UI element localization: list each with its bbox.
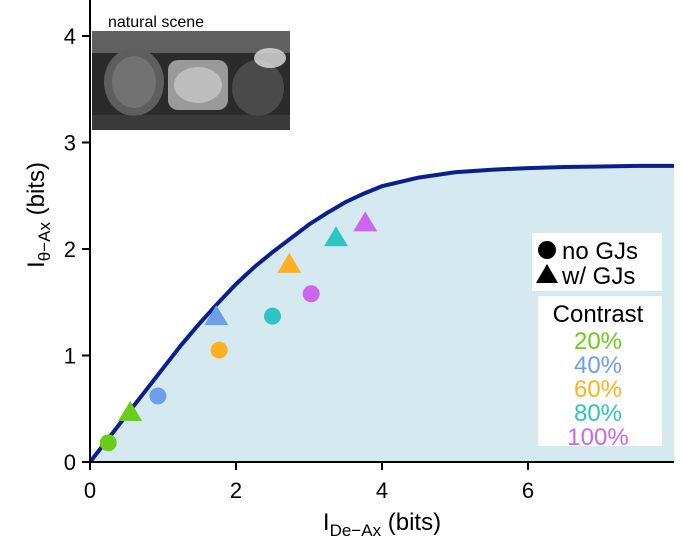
legend-no-gj-label: no GJs xyxy=(562,238,638,265)
contrast-legend-title: Contrast xyxy=(553,301,644,328)
contrast-legend-item: 60% xyxy=(574,376,622,403)
bound-region-fill xyxy=(90,165,674,462)
x-tick-label: 0 xyxy=(84,478,96,503)
y-tick-label: 2 xyxy=(64,237,76,262)
y-tick-label: 1 xyxy=(64,344,76,369)
inset-left-texture xyxy=(112,56,156,108)
data-points xyxy=(99,211,378,452)
inset-ground-band xyxy=(92,115,290,130)
contrast-legend-item: 20% xyxy=(574,328,622,355)
y-tick-label: 0 xyxy=(64,450,76,475)
inset-center-highlight xyxy=(174,67,222,103)
point-w-gj xyxy=(118,400,143,421)
contrast-legend: Contrast 20%40%60%80%100% xyxy=(538,296,662,451)
legend-triangle-icon xyxy=(536,264,558,283)
point-no-gj xyxy=(264,307,281,325)
point-no-gj xyxy=(210,341,228,359)
contrast-legend-item: 100% xyxy=(567,424,628,451)
curve-layer xyxy=(90,163,674,462)
y-tick-label: 3 xyxy=(64,131,76,156)
y-axis-title: Iθ−Ax (bits) xyxy=(23,162,54,268)
natural-scene-inset xyxy=(92,31,290,130)
bound-curve-line xyxy=(90,163,674,462)
legend-w-gj-label: w/ GJs xyxy=(561,263,635,290)
x-tick-label: 4 xyxy=(376,478,388,503)
inset-right-object xyxy=(232,60,284,116)
point-no-gj xyxy=(99,434,117,452)
point-w-gj xyxy=(324,226,349,247)
inset-sky-band xyxy=(92,31,290,53)
x-tick-label: 6 xyxy=(522,478,534,503)
point-no-gj xyxy=(302,285,320,303)
point-w-gj xyxy=(353,211,378,232)
legend-circle-icon xyxy=(538,241,556,259)
contrast-legend-box xyxy=(538,296,662,446)
x-tick-label: 2 xyxy=(230,478,242,503)
point-w-gj xyxy=(204,305,229,326)
y-axis-ticks: 0 1 2 3 4 xyxy=(64,24,90,475)
point-no-gj xyxy=(149,387,167,405)
contrast-legend-item: 80% xyxy=(574,400,622,427)
x-axis-title: IDe−Ax (bits) xyxy=(323,509,441,540)
inset-right-highlight xyxy=(254,48,286,68)
contrast-legend-item: 40% xyxy=(574,352,622,379)
marker-legend: no GJs w/ GJs xyxy=(532,233,662,291)
point-w-gj xyxy=(277,252,302,273)
contrast-legend-items: 20%40%60%80%100% xyxy=(567,328,628,451)
y-tick-label: 4 xyxy=(64,24,76,49)
inset-label: natural scene xyxy=(108,14,204,31)
x-axis-ticks: 0 2 4 6 xyxy=(84,462,534,503)
